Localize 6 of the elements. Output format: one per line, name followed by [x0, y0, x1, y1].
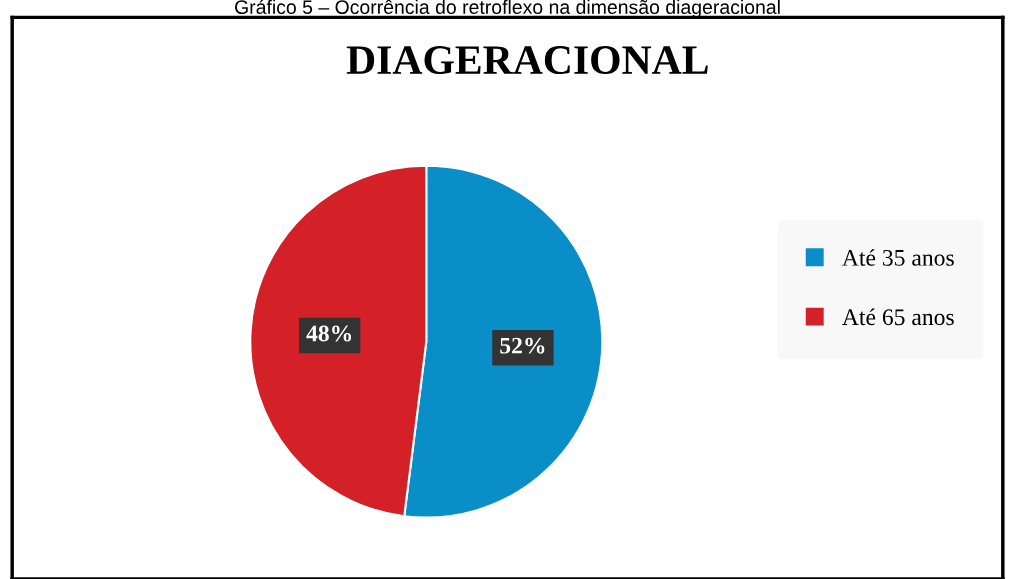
legend-label: Até 65 anos [842, 308, 954, 326]
data-label: 52% [500, 337, 545, 354]
chart-title: DIAGERACIONAL [346, 46, 708, 75]
text: Gráfico 5 – Ocorrência do retroflexo na dimensão diageracional [235, 0, 780, 18]
data-label: 48% [306, 325, 352, 342]
legend-label: Até 35 anos [842, 249, 954, 266]
